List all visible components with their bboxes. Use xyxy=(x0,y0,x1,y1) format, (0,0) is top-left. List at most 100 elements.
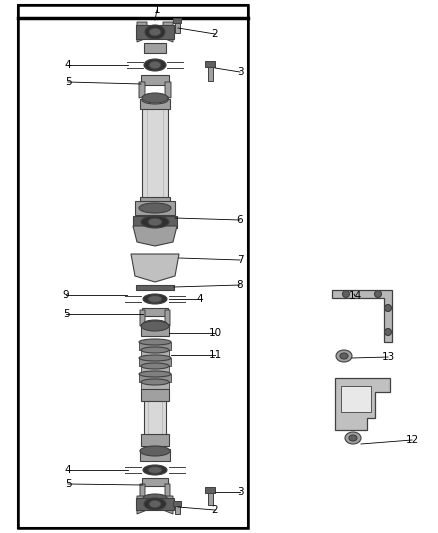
Bar xyxy=(129,60,181,68)
Text: 11: 11 xyxy=(208,350,222,360)
Bar xyxy=(141,366,169,374)
Text: 2: 2 xyxy=(212,505,218,515)
Ellipse shape xyxy=(340,353,348,359)
Text: 1: 1 xyxy=(154,5,160,15)
Ellipse shape xyxy=(141,363,169,369)
Bar xyxy=(136,25,174,39)
Bar xyxy=(341,386,371,412)
Polygon shape xyxy=(139,82,145,98)
Ellipse shape xyxy=(374,290,381,297)
Bar xyxy=(173,18,181,22)
Ellipse shape xyxy=(345,432,361,444)
Ellipse shape xyxy=(142,202,168,210)
Ellipse shape xyxy=(385,328,392,335)
Ellipse shape xyxy=(149,61,161,69)
Ellipse shape xyxy=(139,371,171,377)
Bar xyxy=(142,96,168,210)
Polygon shape xyxy=(163,22,173,42)
Ellipse shape xyxy=(139,203,171,213)
Bar xyxy=(141,324,169,336)
Bar xyxy=(141,434,169,446)
Bar xyxy=(18,5,248,528)
Text: 5: 5 xyxy=(65,479,71,489)
Bar xyxy=(140,99,170,109)
Ellipse shape xyxy=(144,498,166,510)
Ellipse shape xyxy=(142,96,168,104)
Text: 9: 9 xyxy=(63,290,69,300)
Ellipse shape xyxy=(343,290,350,297)
Polygon shape xyxy=(131,254,179,282)
Ellipse shape xyxy=(149,500,161,508)
Bar xyxy=(208,63,212,81)
Bar xyxy=(174,19,180,33)
Polygon shape xyxy=(137,22,147,42)
Bar xyxy=(144,390,166,445)
Bar xyxy=(141,389,169,401)
Bar xyxy=(141,382,169,390)
Bar xyxy=(208,489,212,505)
Text: 10: 10 xyxy=(208,328,222,338)
Ellipse shape xyxy=(349,435,357,441)
Text: 14: 14 xyxy=(348,291,362,301)
Bar xyxy=(139,358,171,366)
Bar xyxy=(173,500,181,505)
Text: 8: 8 xyxy=(237,280,244,290)
Polygon shape xyxy=(140,484,145,500)
Ellipse shape xyxy=(143,294,167,304)
Bar xyxy=(141,75,169,85)
Text: 3: 3 xyxy=(237,67,244,77)
Ellipse shape xyxy=(141,216,169,228)
Polygon shape xyxy=(332,290,392,342)
Bar xyxy=(205,487,215,493)
Text: 12: 12 xyxy=(406,435,419,445)
Ellipse shape xyxy=(149,28,161,36)
Text: 5: 5 xyxy=(63,309,69,319)
Ellipse shape xyxy=(139,339,171,345)
Bar xyxy=(18,5,248,528)
Ellipse shape xyxy=(148,466,162,473)
Text: 4: 4 xyxy=(65,465,71,475)
Bar xyxy=(133,216,177,228)
Ellipse shape xyxy=(143,320,167,328)
Ellipse shape xyxy=(142,93,168,103)
Polygon shape xyxy=(335,378,390,430)
Ellipse shape xyxy=(148,295,162,303)
Bar xyxy=(136,285,174,289)
Bar xyxy=(140,197,170,207)
Bar xyxy=(174,502,180,514)
Ellipse shape xyxy=(139,355,171,361)
Bar xyxy=(142,478,168,486)
Bar xyxy=(144,43,166,53)
Ellipse shape xyxy=(143,465,167,475)
Ellipse shape xyxy=(145,25,165,39)
Text: 13: 13 xyxy=(381,352,395,362)
Text: 3: 3 xyxy=(237,487,244,497)
Ellipse shape xyxy=(148,218,162,226)
Ellipse shape xyxy=(140,446,170,456)
Ellipse shape xyxy=(385,304,392,311)
Text: 4: 4 xyxy=(65,60,71,70)
Polygon shape xyxy=(165,310,170,326)
Ellipse shape xyxy=(141,379,169,385)
Text: 7: 7 xyxy=(237,255,244,265)
Bar xyxy=(205,61,215,67)
Polygon shape xyxy=(140,310,145,326)
Bar xyxy=(141,350,169,358)
Bar xyxy=(142,308,168,316)
Ellipse shape xyxy=(141,347,169,353)
Text: 4: 4 xyxy=(197,294,203,304)
Ellipse shape xyxy=(143,494,167,502)
Bar xyxy=(135,201,175,215)
Text: 6: 6 xyxy=(237,215,244,225)
Polygon shape xyxy=(163,496,173,514)
Polygon shape xyxy=(165,82,171,98)
Ellipse shape xyxy=(141,321,169,331)
Bar xyxy=(139,374,171,382)
Ellipse shape xyxy=(336,350,352,362)
Text: 5: 5 xyxy=(65,77,71,87)
Bar xyxy=(140,449,170,461)
Bar xyxy=(136,498,174,510)
Polygon shape xyxy=(165,484,170,500)
Bar xyxy=(139,342,171,350)
Polygon shape xyxy=(133,226,177,246)
